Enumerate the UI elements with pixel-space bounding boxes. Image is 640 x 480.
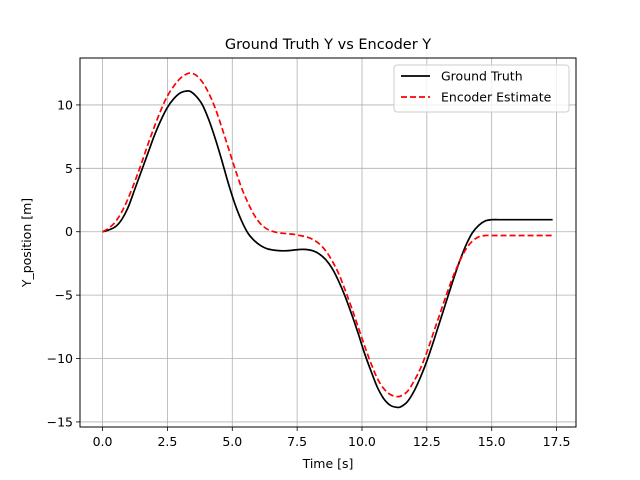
y-tick-label: 5 bbox=[65, 161, 73, 176]
y-tick-label: −10 bbox=[47, 351, 73, 366]
x-tick-label: 0.0 bbox=[93, 434, 113, 449]
series-line-ground-truth bbox=[102, 90, 553, 409]
x-tick-label: 5.0 bbox=[222, 434, 242, 449]
grid-lines bbox=[80, 58, 576, 427]
y-axis-label: Y_position [m] bbox=[19, 198, 34, 288]
y-axis-ticks: −15 −10 −5 0 5 10 bbox=[47, 97, 80, 429]
y-tick-label: 10 bbox=[57, 97, 73, 112]
y-tick-label: −15 bbox=[47, 414, 73, 429]
x-axis-label: Time [s] bbox=[302, 456, 354, 471]
y-tick-label: 0 bbox=[65, 224, 73, 239]
plot-frame bbox=[79, 57, 577, 428]
series-layer bbox=[102, 72, 553, 409]
x-tick-label: 10.0 bbox=[348, 434, 376, 449]
legend-box bbox=[393, 64, 570, 113]
x-tick-label: 2.5 bbox=[157, 434, 177, 449]
x-tick-label: 12.5 bbox=[413, 434, 441, 449]
legend-label-encoder-estimate: Encoder Estimate bbox=[441, 90, 552, 105]
x-tick-label: 7.5 bbox=[287, 434, 307, 449]
x-tick-label: 17.5 bbox=[543, 434, 571, 449]
legend-label-ground-truth: Ground Truth bbox=[441, 69, 523, 84]
y-tick-label: −5 bbox=[55, 288, 73, 303]
x-tick-label: 15.0 bbox=[478, 434, 506, 449]
legend: Ground Truth Encoder Estimate bbox=[393, 64, 570, 113]
chart-title: Ground Truth Y vs Encoder Y bbox=[225, 37, 431, 53]
series-line-encoder-estimate bbox=[102, 72, 553, 398]
x-axis-ticks: 0.0 2.5 5.0 7.5 10.0 12.5 15.0 17.5 bbox=[93, 427, 571, 449]
